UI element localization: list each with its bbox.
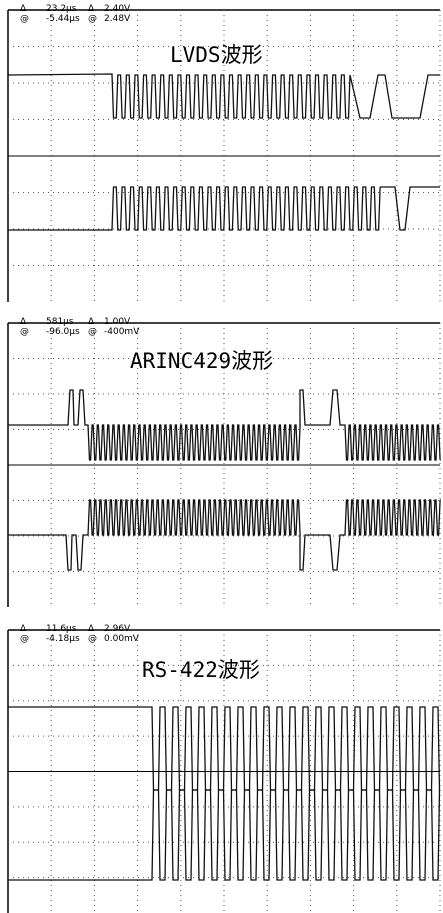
readout: @ xyxy=(88,634,97,644)
waveform xyxy=(8,187,440,230)
readout: Δ xyxy=(20,4,27,14)
scope-panel: Δ 11.6μs Δ 2.96V @ -4.18μs @0.00mV RS-422波形 xyxy=(8,624,440,913)
readout: 2.48V xyxy=(104,14,131,24)
readout: 11.6μs xyxy=(46,624,77,634)
readout: 1.00V xyxy=(104,317,131,327)
waveform xyxy=(8,500,440,570)
readout: -400mV xyxy=(104,327,140,337)
readout: -96.0μs xyxy=(46,327,80,337)
readout: Δ xyxy=(88,4,95,14)
readout: 0.00mV xyxy=(104,634,140,644)
readout: Δ xyxy=(20,624,27,634)
readout: 2.96V xyxy=(104,624,131,634)
scope-panel: Δ 23.2μs Δ 2.40V @ -5.44μs @2.48V LVDS波形 xyxy=(8,4,440,302)
readout: @ xyxy=(88,14,97,24)
panel-title: LVDS波形 xyxy=(170,43,263,67)
readout: Δ xyxy=(88,624,95,634)
waveform xyxy=(8,74,440,118)
waveform xyxy=(8,390,440,460)
readout: @ xyxy=(20,14,29,24)
readout: Δ xyxy=(20,317,27,327)
readout: @ xyxy=(20,327,29,337)
readout: -4.18μs xyxy=(46,634,80,644)
page: Δ23.2μsΔ2.40V@-5.44μs@2.48VLVDS波形Δ581μsΔ… xyxy=(0,0,443,913)
readout: 23.2μs xyxy=(46,4,77,14)
scope-panel: Δ 581μs Δ 1.00V @ -96.0μs @ -400mV ARINC429波形 xyxy=(8,317,440,607)
readout: 581μs xyxy=(46,317,74,327)
readout: Δ xyxy=(88,317,95,327)
waveform xyxy=(8,707,440,790)
panel-title: RS-422波形 xyxy=(142,658,260,682)
readout: -5.44μs xyxy=(46,14,80,24)
readout: @ xyxy=(20,634,29,644)
readout: @ xyxy=(88,327,97,337)
readout: 2.40V xyxy=(104,4,131,14)
panel-title: ARINC429波形 xyxy=(130,349,273,373)
waveform xyxy=(8,790,440,880)
